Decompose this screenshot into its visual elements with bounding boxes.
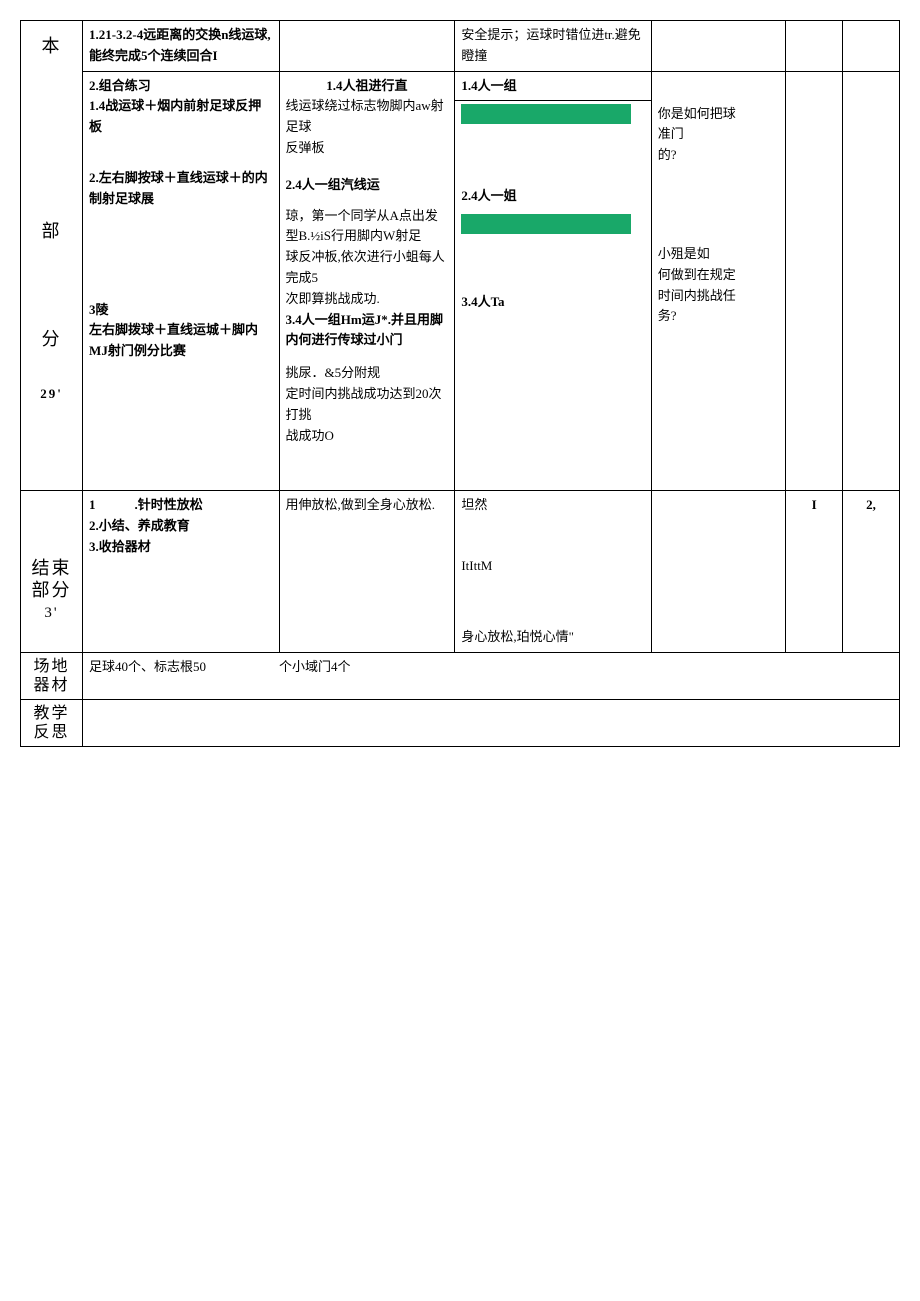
content-2-header: 2.组合练习 [89,76,272,97]
content-2-item3: 左右脚拨球＋直线运城＋脚内MJ射门例分比赛 [89,320,272,362]
cell-method-2: 1.4人祖进行直 线运球绕过标志物脚内aw射足球 反弹板 2.4人一组汽线运 琼… [279,71,455,491]
green-bar-1 [461,104,631,124]
org-2-2: 2.4人一姐 [455,182,650,211]
org-2-1: 1.4人一组 [455,72,650,102]
q-2-2b: 何做到在规定 [658,265,779,286]
cell-method-3: 用伸放松,做到全身心放松. [279,491,455,652]
section-bu: 部 [27,217,76,246]
cell-method-1 [279,21,455,72]
row-main-2: 部 分 29' 2.组合练习 1.4战运球＋烟内前射足球反押板 2.左右脚按球＋… [21,71,900,491]
cell-reflection [83,700,900,747]
cell-org-3: 坦然 ItIttM 身心放松,珀悦心情" [455,491,651,652]
org-3-1: 坦然 [461,495,644,516]
section-label-bufen: 部 分 29' [21,71,83,491]
row-end: 结束部分 3' 1 .针时性放松 2.小结、养成教育 3.收拾器材 用伸放松,做… [21,491,900,652]
cell-q-3 [651,491,785,652]
cell-q-1 [651,21,785,72]
method-2-1a: 1.4人祖进行直 [286,76,449,97]
org-3-3: 身心放松,珀悦心情" [461,627,644,648]
cell-equipment: 足球40个、标志根50 个小域门4个 [83,652,900,699]
method-2-3a: 3.4人一组Hm运J*.并且用脚内何进行传球过小门 [286,310,449,352]
cell-q-2: 你是如何把球 准门 的? 小殂是如 何做到在规定 时间内挑战任 务? [651,71,785,491]
cell-n2-3: 2, [843,491,900,652]
cell-content-3: 1 .针时性放松 2.小结、养成教育 3.收拾器材 [83,491,279,652]
cell-n1-3: I [786,491,843,652]
equip-b: 个小域门4个 [273,653,357,682]
q-2-2c: 时间内挑战任 [658,286,779,307]
section-fen: 分 [27,325,76,354]
equip-a: 足球40个、标志根50 [83,653,273,682]
content-3-2: 2.小结、养成教育 [89,516,272,537]
section-label-reflection: 教学反思 [21,700,83,747]
content-2-item2: 2.左右脚按球＋直线运球＋的内制射足球展 [89,168,272,210]
cell-org-1: 安全提示；运球时错位进tr.避免瞪撞 [455,21,651,72]
content-3-3: 3.收拾器材 [89,537,272,558]
org-3-2: ItIttM [461,556,644,577]
cell-n1-2 [786,71,843,491]
green-bar-2 [461,214,631,234]
method-2-2c: 球反冲板,依次进行小蛆每人完成5 [286,247,449,289]
end-label: 结束部分 [27,558,76,601]
row-main-1: 本 1.21-3.2-4远距离的交换n线运球,能终完成5个连续回合I 安全提示；… [21,21,900,72]
cell-n1-1 [786,21,843,72]
content-2-item1: 1.4战运球＋烟内前射足球反押板 [89,96,272,138]
lesson-plan-table: 本 1.21-3.2-4远距离的交换n线运球,能终完成5个连续回合I 安全提示；… [20,20,900,747]
content-1-text: 1.21-3.2-4远距离的交换n线运球,能终完成5个连续回合I [89,27,271,63]
cell-n2-1 [843,21,900,72]
section-label-ben: 本 [21,21,83,72]
content-2-item3h: 3陵 [89,300,272,321]
q-2-1a: 你是如何把球 [658,104,779,125]
q-2-1c: 的? [658,145,779,166]
section-time-29: 29' [27,384,76,405]
cell-content-2: 2.组合练习 1.4战运球＋烟内前射足球反押板 2.左右脚按球＋直线运球＋的内制… [83,71,279,491]
content-3-1: 1 .针时性放松 [89,495,272,516]
q-2-2a: 小殂是如 [658,244,779,265]
method-2-3b: 挑尿．&5分附规 定时间内挑战成功达到20次打挑 战成功O [286,363,449,446]
q-2-2d: 务? [658,306,779,327]
cell-content-1: 1.21-3.2-4远距离的交换n线运球,能终完成5个连续回合I [83,21,279,72]
method-2-2b: 琼，第一个同学从A点出发型B.½iS行用脚内W射足 [286,206,449,248]
row-equipment: 场地器材 足球40个、标志根50 个小域门4个 [21,652,900,699]
cell-n2-2 [843,71,900,491]
method-2-1c: 反弹板 [286,138,449,159]
method-2-2a: 2.4人一组汽线运 [286,175,449,196]
section-label-equipment: 场地器材 [21,652,83,699]
end-time: 3' [27,601,76,625]
q-2-1b: 准门 [658,124,779,145]
method-2-2d: 次即算挑战成功. [286,289,449,310]
method-2-1b: 线运球绕过标志物脚内aw射足球 [286,96,449,138]
cell-org-2: 1.4人一组 2.4人一姐 3.4人Ta [455,71,651,491]
row-reflection: 教学反思 [21,700,900,747]
org-2-3: 3.4人Ta [455,288,650,317]
section-label-end: 结束部分 3' [21,491,83,652]
